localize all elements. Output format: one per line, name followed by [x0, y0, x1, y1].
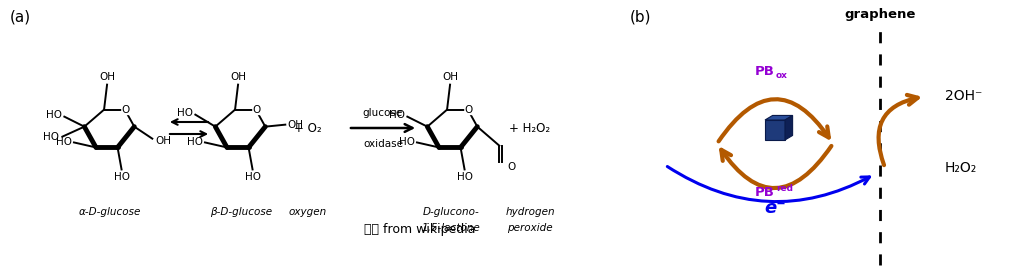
Text: OH: OH	[288, 120, 304, 130]
Text: 2OH⁻: 2OH⁻	[945, 89, 982, 103]
Text: ox: ox	[776, 71, 787, 80]
Text: graphene: graphene	[844, 8, 915, 21]
Text: OH: OH	[442, 72, 458, 82]
Text: HO: HO	[47, 110, 62, 120]
Text: O: O	[253, 105, 261, 115]
Text: HO: HO	[56, 137, 72, 148]
Text: oxygen: oxygen	[289, 207, 327, 217]
Polygon shape	[765, 120, 785, 140]
Text: D-glucono-: D-glucono-	[423, 207, 480, 217]
Text: HO: HO	[399, 137, 415, 148]
Text: (b): (b)	[630, 10, 651, 25]
Text: oxidase: oxidase	[363, 139, 403, 149]
Text: OH: OH	[100, 72, 115, 82]
Polygon shape	[785, 115, 792, 140]
Text: β-D-glucose: β-D-glucose	[210, 207, 272, 217]
Text: + O₂: + O₂	[295, 122, 322, 134]
Text: HO: HO	[44, 132, 59, 142]
Text: α-D-glucose: α-D-glucose	[79, 207, 141, 217]
Text: peroxide: peroxide	[507, 223, 553, 233]
Text: HO: HO	[114, 172, 130, 183]
Text: PB: PB	[755, 186, 775, 199]
Text: HO: HO	[245, 172, 260, 183]
Text: 1,5-lactone: 1,5-lactone	[422, 223, 481, 233]
Text: HO: HO	[456, 172, 472, 183]
Polygon shape	[765, 115, 792, 120]
Text: + H₂O₂: + H₂O₂	[509, 122, 551, 134]
Text: H₂O₂: H₂O₂	[945, 161, 977, 175]
Text: glucose: glucose	[363, 108, 403, 118]
Text: PB: PB	[755, 65, 775, 78]
Text: O: O	[122, 105, 130, 115]
Text: e⁻: e⁻	[764, 199, 785, 217]
Text: O: O	[464, 105, 473, 115]
Text: HO: HO	[178, 108, 193, 118]
Text: O: O	[507, 162, 515, 172]
Text: OH: OH	[155, 136, 172, 146]
Text: HO: HO	[187, 137, 203, 148]
Text: 출지 from wikipedia: 출지 from wikipedia	[365, 223, 475, 237]
Text: OH: OH	[230, 72, 246, 82]
Text: HO: HO	[389, 110, 405, 120]
Text: (a): (a)	[10, 10, 31, 25]
Text: hydrogen: hydrogen	[505, 207, 555, 217]
Text: red: red	[776, 184, 793, 193]
